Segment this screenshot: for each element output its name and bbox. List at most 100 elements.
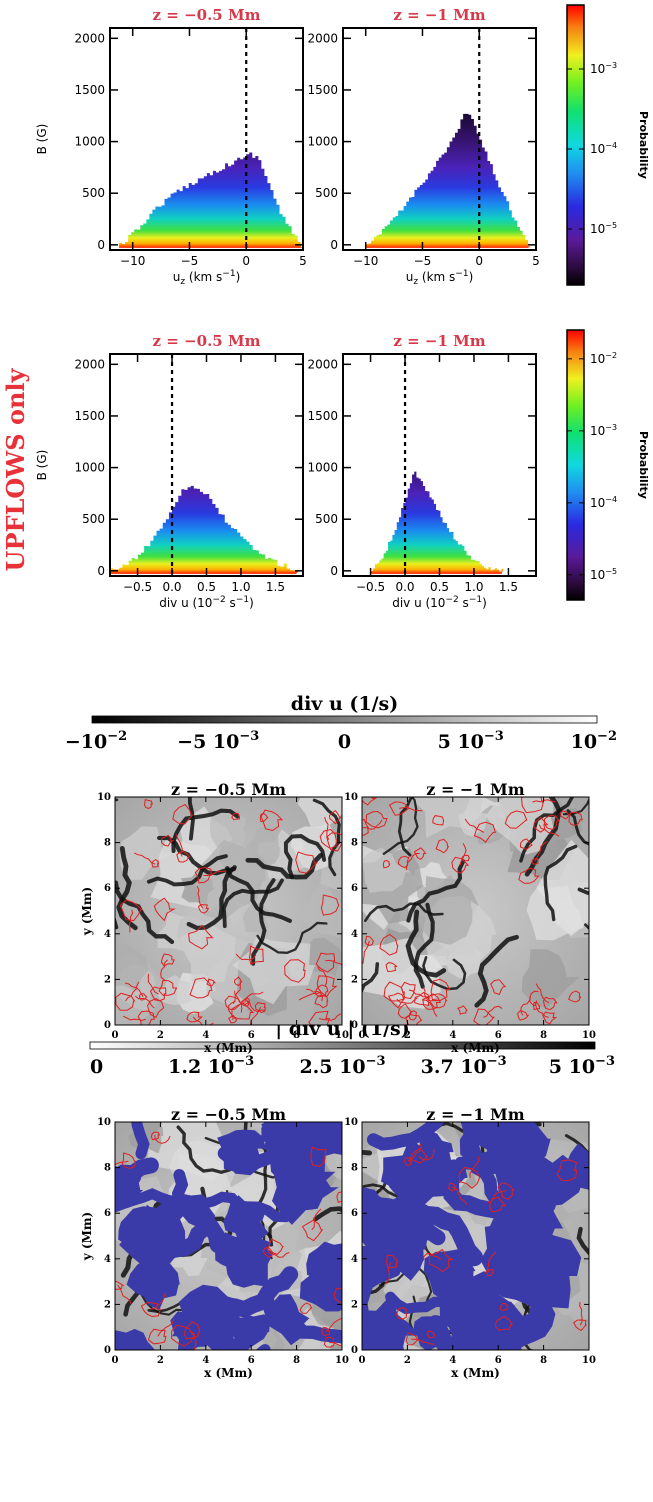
ytick-label-map-absdivu-z05: 2 bbox=[104, 1299, 111, 1310]
map-image-map-absdivu-z1 bbox=[362, 1122, 589, 1350]
colorbar-tick-colorbar-mid: 10−2 bbox=[590, 351, 617, 366]
ytick-label-pdf-uz-z1: 500 bbox=[315, 186, 338, 200]
xtick-label-map-divu-z05: 0 bbox=[112, 1030, 119, 1041]
xtick-label-pdf-divu-z05: 1.0 bbox=[231, 580, 250, 594]
xtick-label-map-absdivu-z1: 6 bbox=[495, 1355, 502, 1366]
colorbar-title-colorbar-divu: div u (1/s) bbox=[291, 693, 398, 715]
ytick-label-map-absdivu-z05: 10 bbox=[97, 1117, 111, 1128]
ylabel-pdf-divu-z05: B (G) bbox=[35, 450, 49, 481]
upflows-only-label: UPFLOWS only bbox=[1, 367, 30, 571]
ytick-label-pdf-uz-z05: 500 bbox=[82, 186, 105, 200]
colorbar-tick-colorbar-absdivu: 2.5 10−3 bbox=[299, 1054, 385, 1078]
ytick-label-pdf-divu-z1: 1500 bbox=[307, 409, 338, 423]
ytick-label-map-divu-z1: 0 bbox=[351, 1020, 358, 1031]
ytick-label-pdf-divu-z05: 1000 bbox=[74, 461, 105, 475]
xtick-label-map-divu-z05: 10 bbox=[335, 1030, 349, 1041]
histogram-pdf-divu-z05: −0.5 0.0 0.5 1.0 1.5 0 500 1000 1500 2000 z = −0.5… bbox=[35, 332, 304, 610]
xtick-label-pdf-uz-z1: −5 bbox=[414, 254, 432, 268]
ylabel-map-divu-z05: y (Mm) bbox=[80, 887, 94, 937]
colorbar-tick-colorbar-mid: 10−4 bbox=[590, 495, 617, 510]
colorbar-tick-colorbar-top: 10−5 bbox=[590, 221, 617, 236]
xtick-label-map-absdivu-z1: 0 bbox=[359, 1355, 366, 1366]
ytick-label-map-absdivu-z1: 10 bbox=[344, 1117, 358, 1128]
xtick-label-map-divu-z05: 2 bbox=[157, 1030, 164, 1041]
xtick-label-pdf-uz-z05: −5 bbox=[181, 254, 199, 268]
frame-map-divu-z05 bbox=[114, 796, 343, 1026]
ytick-label-map-divu-z1: 10 bbox=[344, 792, 358, 803]
colorbar-tick-colorbar-absdivu: 1.2 10−3 bbox=[168, 1054, 254, 1078]
xtick-label-pdf-divu-z05: 0.5 bbox=[197, 580, 216, 594]
map-map-divu-z05: 0 2 4 6 8 10 0 2 4 6 8 10 z = −0.5 Mm x (Mm) y (Mm) bbox=[80, 780, 349, 1055]
ytick-label-pdf-divu-z1: 1000 bbox=[307, 461, 338, 475]
ytick-label-pdf-divu-z1: 2000 bbox=[307, 357, 338, 371]
xtick-label-map-absdivu-z05: 6 bbox=[248, 1355, 255, 1366]
xlabel-map-divu-z05: x (Mm) bbox=[204, 1041, 253, 1055]
frame-pdf-uz-z1 bbox=[342, 27, 537, 251]
xtick-label-map-absdivu-z1: 2 bbox=[404, 1355, 411, 1366]
xtick-label-pdf-divu-z1: −0.5 bbox=[356, 580, 385, 594]
histogram-pdf-uz-z05: −10 −5 0 5 0 500 1000 1500 2000 z = −0.5 Mm uz (km… bbox=[35, 6, 307, 287]
ytick-label-pdf-uz-z05: 0 bbox=[97, 238, 105, 252]
panel-title-map-divu-z05: z = −0.5 Mm bbox=[171, 780, 286, 799]
ytick-label-map-absdivu-z1: 6 bbox=[351, 1208, 358, 1219]
xtick-label-pdf-divu-z1: 1.5 bbox=[499, 580, 518, 594]
xtick-label-map-divu-z1: 10 bbox=[582, 1030, 596, 1041]
map-image-map-absdivu-z05 bbox=[115, 1122, 342, 1350]
xtick-label-pdf-divu-z1: 1.0 bbox=[464, 580, 483, 594]
map-map-divu-z1: 0 2 4 6 8 10 0 2 4 6 8 10 z = −1 Mm x (Mm) bbox=[344, 780, 596, 1055]
xtick-label-map-divu-z1: 2 bbox=[404, 1030, 411, 1041]
frame-map-absdivu-z05 bbox=[114, 1121, 343, 1351]
ytick-label-map-divu-z05: 10 bbox=[97, 792, 111, 803]
xtick-label-pdf-uz-z1: 5 bbox=[532, 254, 540, 268]
xlabel-map-absdivu-z05: x (Mm) bbox=[204, 1366, 253, 1380]
xtick-label-map-absdivu-z1: 4 bbox=[449, 1355, 456, 1366]
xtick-label-pdf-uz-z1: −10 bbox=[353, 254, 378, 268]
xlabel-map-divu-z1: x (Mm) bbox=[451, 1041, 500, 1055]
panel-title-map-divu-z1: z = −1 Mm bbox=[426, 780, 524, 799]
xtick-label-map-divu-z05: 4 bbox=[202, 1030, 209, 1041]
ytick-label-pdf-divu-z1: 500 bbox=[315, 512, 338, 526]
colorbar-gradient-colorbar-absdivu bbox=[89, 1041, 596, 1050]
ytick-label-map-absdivu-z1: 4 bbox=[351, 1254, 358, 1265]
ytick-label-map-absdivu-z1: 0 bbox=[351, 1345, 358, 1356]
map-image-map-divu-z1 bbox=[362, 797, 589, 1025]
ytick-label-pdf-uz-z1: 1000 bbox=[307, 135, 338, 149]
xtick-label-map-divu-z1: 6 bbox=[495, 1030, 502, 1041]
xtick-label-map-absdivu-z05: 8 bbox=[293, 1355, 300, 1366]
density-pdf-uz-z05 bbox=[119, 152, 303, 248]
colorbar-tick-colorbar-divu: −10−2 bbox=[65, 729, 127, 753]
map-map-absdivu-z05: 0 2 4 6 8 10 0 2 4 6 8 10 z = −0.5 Mm x (Mm) y (Mm) bbox=[80, 1105, 349, 1380]
frame-map-absdivu-z1 bbox=[361, 1121, 590, 1351]
xtick-label-pdf-divu-z1: 0.5 bbox=[430, 580, 449, 594]
xtick-label-map-divu-z1: 0 bbox=[359, 1030, 366, 1041]
xtick-label-map-absdivu-z05: 10 bbox=[335, 1355, 349, 1366]
colorbar-tick-colorbar-mid: 10−3 bbox=[590, 423, 617, 438]
colorbar-tick-colorbar-divu: 0 bbox=[338, 731, 351, 753]
xtick-label-map-absdivu-z1: 8 bbox=[540, 1355, 547, 1366]
xtick-label-map-absdivu-z05: 2 bbox=[157, 1355, 164, 1366]
xtick-label-pdf-divu-z05: −0.5 bbox=[123, 580, 152, 594]
xtick-label-map-absdivu-z05: 4 bbox=[202, 1355, 209, 1366]
colorbar-top: 10−3 10−4 10−5 Probability bbox=[566, 4, 650, 286]
colorbar-gradient-colorbar-mid bbox=[566, 329, 585, 601]
ytick-label-pdf-uz-z05: 1500 bbox=[74, 83, 105, 97]
colorbar-tick-colorbar-absdivu: 5 10−3 bbox=[549, 1054, 615, 1078]
map-image-map-divu-z05 bbox=[115, 797, 342, 1025]
xtick-label-pdf-uz-z05: 0 bbox=[242, 254, 250, 268]
ylabel-pdf-uz-z05: B (G) bbox=[35, 124, 49, 155]
panel-title-map-absdivu-z05: z = −0.5 Mm bbox=[171, 1105, 286, 1124]
ytick-label-map-divu-z05: 0 bbox=[104, 1020, 111, 1031]
xtick-label-pdf-uz-z1: 0 bbox=[475, 254, 483, 268]
xtick-label-map-divu-z05: 6 bbox=[248, 1030, 255, 1041]
xtick-label-map-divu-z05: 8 bbox=[293, 1030, 300, 1041]
panel-title-map-absdivu-z1: z = −1 Mm bbox=[426, 1105, 524, 1124]
panel-title-pdf-divu-z1: z = −1 Mm bbox=[393, 332, 485, 350]
ytick-label-map-divu-z05: 6 bbox=[104, 883, 111, 894]
colorbar-tick-colorbar-absdivu: 0 bbox=[90, 1056, 103, 1078]
ytick-label-pdf-divu-z05: 500 bbox=[82, 512, 105, 526]
colorbar-label-colorbar-top: Probability bbox=[637, 111, 650, 179]
ytick-label-pdf-uz-z1: 1500 bbox=[307, 83, 338, 97]
ytick-label-map-divu-z05: 8 bbox=[104, 838, 111, 849]
ytick-label-map-absdivu-z05: 0 bbox=[104, 1345, 111, 1356]
